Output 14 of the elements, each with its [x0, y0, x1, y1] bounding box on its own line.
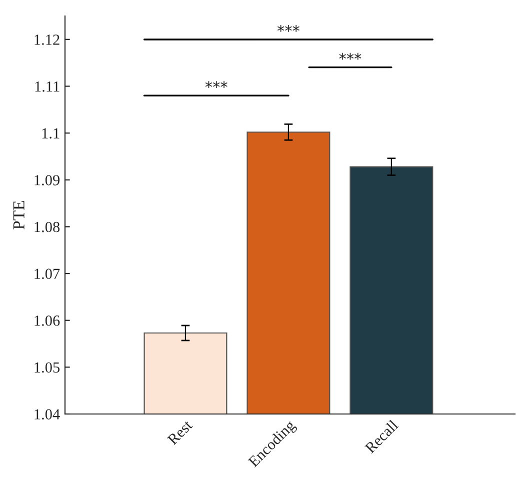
y-tick-label: 1.05	[34, 362, 60, 373]
x-tick-label: Rest	[167, 419, 194, 446]
annotation: ***	[205, 81, 228, 88]
y-tick-label: 1.11	[35, 81, 60, 92]
y-tick-label: 1.1	[42, 128, 60, 139]
y-tick-label: 1.12	[34, 34, 60, 45]
y-tick-label: 1.04	[34, 409, 60, 420]
annotation: ***	[277, 24, 300, 32]
y-tick-label: 1.06	[34, 315, 60, 326]
y-tick-label: 1.07	[34, 268, 60, 280]
y-tick-label: 1.09	[34, 175, 60, 186]
annotation: ***	[339, 52, 362, 60]
y-axis-title: PTE	[13, 201, 24, 230]
y-tick-label: 1.08	[34, 222, 60, 232]
